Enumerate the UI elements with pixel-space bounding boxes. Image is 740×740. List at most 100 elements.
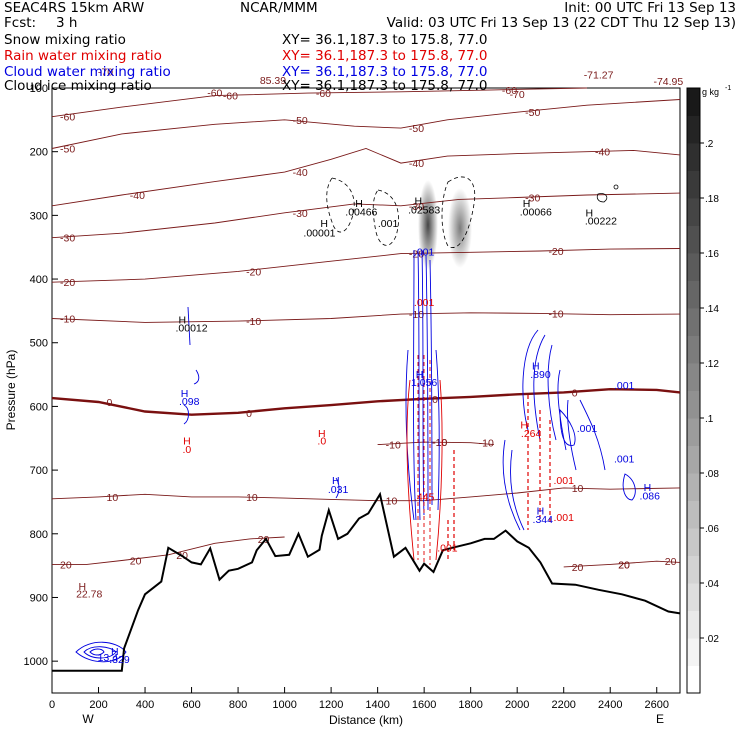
contour-label: .001 bbox=[614, 380, 635, 392]
isotherm-label: -60 bbox=[60, 112, 75, 124]
center-name: NCAR/MMM bbox=[240, 1, 318, 16]
colorbar-swatch bbox=[687, 171, 700, 199]
terrain-profile bbox=[52, 494, 680, 670]
isotherm-label: -50 bbox=[525, 107, 540, 119]
contour-label: -60 bbox=[207, 87, 222, 99]
isotherm-label: 10 bbox=[246, 492, 258, 504]
colorbar-swatch bbox=[687, 308, 700, 336]
contour-label: .264 bbox=[521, 428, 542, 440]
y-tick-label: 400 bbox=[30, 274, 48, 286]
isotherm-label: 0 bbox=[246, 408, 252, 420]
y-tick-label: 800 bbox=[30, 529, 48, 541]
x-tick-label: 2000 bbox=[505, 699, 529, 711]
isotherm-label: -10 bbox=[432, 437, 447, 449]
contour-label: -74.95 bbox=[653, 76, 683, 88]
contour-label: -71.27 bbox=[584, 69, 614, 81]
isotherm-label: 20 bbox=[665, 556, 677, 568]
isotherm-label: -10 bbox=[479, 438, 494, 450]
x-tick-label: 600 bbox=[182, 699, 200, 711]
rain-edge bbox=[407, 380, 442, 560]
isotherm-10-line bbox=[52, 488, 680, 501]
colorbar-swatch bbox=[687, 281, 700, 309]
colorbar-swatch bbox=[687, 501, 700, 529]
colorbar-tick-label: .08 bbox=[705, 469, 719, 480]
field-rain-name: Rain water mixing ratio bbox=[4, 49, 162, 64]
field-rain-xy: XY= 36.1,187.3 to 175.8, 77.0 bbox=[282, 49, 488, 64]
contour-label: 1.056 bbox=[411, 377, 437, 389]
y-tick-label: 300 bbox=[30, 210, 48, 222]
contour-label: .02583 bbox=[408, 204, 440, 216]
field-snow-xy: XY= 36.1,187.3 to 175.8, 77.0 bbox=[282, 33, 488, 48]
isotherm-label: -10 bbox=[60, 314, 75, 326]
colorbar: .2 .18 .16 .14 .12 .1 .08 .06 .04 .02 g kg -1 bbox=[687, 85, 731, 694]
contour-label: .001 bbox=[414, 297, 435, 309]
contour-label: .344 bbox=[533, 514, 554, 526]
x-tick-label: 1400 bbox=[365, 699, 389, 711]
contour-label: .00466 bbox=[345, 206, 377, 218]
colorbar-tick-label: .18 bbox=[705, 194, 719, 205]
contour-label: .086 bbox=[640, 490, 661, 502]
contour-label: .001 bbox=[553, 475, 574, 487]
colorbar-unit-exponent: -1 bbox=[725, 85, 731, 92]
temperature-contours: -60-60 -60 -60-50-50-50-50-40-40-40-40-30-… bbox=[52, 85, 680, 574]
x-tick-label: 1000 bbox=[272, 699, 296, 711]
x-tick-label: 400 bbox=[136, 699, 154, 711]
contour-label: .001 bbox=[437, 543, 458, 555]
x-axis-label: Distance (km) bbox=[329, 713, 403, 727]
colorbar-swatch bbox=[687, 666, 700, 694]
isotherm-label: 20 bbox=[618, 559, 630, 571]
colorbar-swatch bbox=[687, 143, 700, 171]
isotherm-label: -40 bbox=[293, 167, 308, 179]
cloud-water-west-2 bbox=[194, 370, 199, 384]
y-axis-ticks: 1002003004005006007008009001000 bbox=[24, 83, 58, 668]
isotherm-label: 0 bbox=[432, 394, 438, 406]
colorbar-swatch bbox=[687, 336, 700, 364]
model-name: SEAC4RS 15km ARW bbox=[4, 1, 144, 16]
isotherm-label: 0 bbox=[107, 397, 113, 409]
isotherm-label: -20 bbox=[246, 266, 261, 278]
colorbar-unit: g kg bbox=[702, 87, 719, 97]
y-tick-label: 200 bbox=[30, 147, 48, 159]
x-tick-label: 1600 bbox=[412, 699, 436, 711]
init-time: Init: 00 UTC Fri 13 Sep 13 bbox=[564, 1, 736, 16]
y-tick-label: 900 bbox=[30, 592, 48, 604]
field-snow-name: Snow mixing ratio bbox=[4, 33, 126, 48]
colorbar-tick-label: .06 bbox=[705, 524, 719, 535]
field-ice-xy: XY= 36.1,187.3 to 175.8, 77.0 bbox=[282, 79, 488, 94]
colorbar-swatch bbox=[687, 611, 700, 639]
x-axis-ticks: 0 200 400 600 800 1000 1200 1400 1600 1800 2000 220… bbox=[49, 687, 669, 711]
x-tick-label: 0 bbox=[49, 699, 55, 711]
xaxis-right-end: E bbox=[656, 712, 664, 726]
colorbar-swatch bbox=[687, 583, 700, 611]
isotherm-label: 20 bbox=[60, 559, 72, 571]
isotherm-label: -10 bbox=[246, 316, 261, 328]
isotherm-label: -50 bbox=[293, 115, 308, 127]
isotherm-label: -50 bbox=[60, 144, 75, 156]
colorbar-swatch bbox=[687, 528, 700, 556]
colorbar-tick-label: .14 bbox=[705, 304, 719, 315]
isotherm--40-line bbox=[52, 149, 680, 206]
isotherm-label: -10 bbox=[386, 440, 401, 452]
contour-label: .098 bbox=[179, 396, 200, 408]
x-tick-label: 2600 bbox=[644, 699, 668, 711]
cloud-water-east bbox=[523, 330, 605, 470]
forecast-label: Fcst: bbox=[4, 16, 36, 31]
cloud-water-east-low bbox=[503, 440, 524, 530]
isotherm-label: -40 bbox=[595, 147, 610, 159]
colorbar-swatch bbox=[687, 446, 700, 474]
x-tick-label: 1800 bbox=[458, 699, 482, 711]
colorbar-swatch bbox=[687, 253, 700, 281]
isotherm--20-line bbox=[52, 249, 680, 283]
contour-label: .001 bbox=[614, 453, 635, 465]
contour-label: .00012 bbox=[175, 322, 207, 334]
isotherm-label: -10 bbox=[409, 309, 424, 321]
colorbar-tick-label: .2 bbox=[705, 139, 714, 150]
isotherm-label: 10 bbox=[386, 496, 398, 508]
cloud-water-far-east bbox=[623, 474, 635, 500]
x-tick-label: 2200 bbox=[551, 699, 575, 711]
contour-label: -70 bbox=[510, 89, 525, 101]
contour-label: 22.78 bbox=[76, 588, 102, 600]
contour-label: .00222 bbox=[585, 215, 617, 227]
forecast-hours: 3 h bbox=[56, 16, 77, 31]
